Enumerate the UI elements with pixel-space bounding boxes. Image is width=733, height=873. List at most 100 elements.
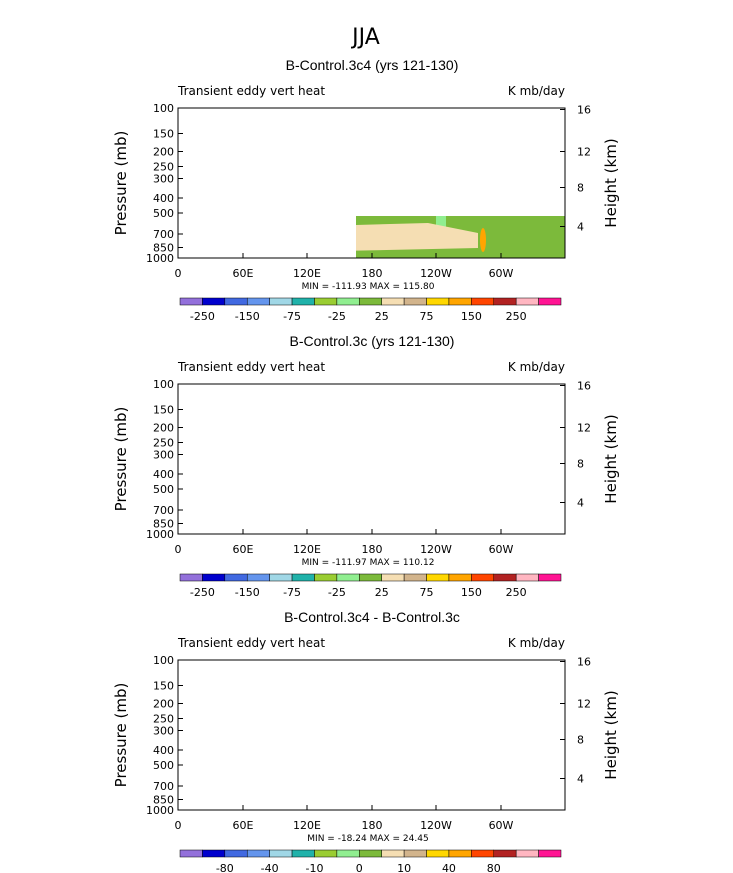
y2-axis-title: Height (km) <box>602 414 620 503</box>
contour-region <box>297 430 349 482</box>
chart-panel-1: B-Control.3c4 (yrs 121-130) Transient edd… <box>112 57 620 323</box>
colorbar-swatch <box>336 849 360 858</box>
contour-region <box>317 697 329 733</box>
colorbar-swatch <box>471 573 495 582</box>
colorbar-label: -150 <box>235 310 260 323</box>
chart-panel-3: B-Control.3c4 - B-Control.3c Transient ed… <box>112 609 620 873</box>
colorbar-label: 10 <box>397 862 411 873</box>
contour-region <box>480 509 486 529</box>
y-tick-label: 300 <box>153 725 174 738</box>
x-tick-label: 120W <box>420 819 452 832</box>
y-tick-label: 1000 <box>146 252 174 265</box>
colorbar-swatch <box>426 297 450 306</box>
field-label: Transient eddy vert heat <box>177 636 325 650</box>
y-axis-title: Pressure (mb) <box>112 407 130 512</box>
topography-mask <box>192 528 227 534</box>
plot-frame <box>177 383 566 535</box>
y2-tick-label: 4 <box>577 497 584 510</box>
colorbar-swatch <box>403 297 427 306</box>
topography-mask <box>192 804 227 810</box>
contour-region <box>272 729 284 761</box>
colorbar-label: 80 <box>487 862 501 873</box>
contour-region <box>356 223 478 251</box>
y-tick-label: 400 <box>153 468 174 481</box>
y-axis-title: Pressure (mb) <box>112 683 130 788</box>
colorbar-swatch <box>202 849 226 858</box>
contour-region <box>212 237 218 249</box>
contour-region <box>318 452 322 456</box>
contour-region <box>360 718 372 746</box>
contour-region <box>207 512 217 528</box>
colorbar-label: -75 <box>283 586 301 599</box>
chart-panel-2: B-Control.3c (yrs 121-130) Transient eddy… <box>112 333 620 599</box>
colorbar-swatch <box>179 573 203 582</box>
units-label: K mb/day <box>508 84 565 98</box>
contour-region <box>178 148 203 228</box>
colorbar-swatch <box>269 297 293 306</box>
y-tick-label: 850 <box>153 794 174 807</box>
y-tick-label: 200 <box>153 422 174 435</box>
topography-mask <box>192 252 227 258</box>
contour-region <box>498 660 565 810</box>
colorbar-swatch <box>224 849 248 858</box>
x-tick-label: 180 <box>362 267 383 280</box>
colorbar-swatch <box>538 573 562 582</box>
colorbar-swatch <box>359 297 382 306</box>
colorbar-swatch <box>493 573 517 582</box>
y-axis-title: Pressure (mb) <box>112 131 130 236</box>
contour-region <box>340 706 416 758</box>
colorbar: -250 -150 -75 -25 25 75 150 250 <box>179 573 562 599</box>
contour-region <box>473 680 493 780</box>
y-tick-label: 1000 <box>146 804 174 817</box>
x-tick-label: 120E <box>293 543 321 556</box>
main-title: JJA <box>350 25 380 50</box>
contour-region <box>238 724 242 740</box>
min-max-stats: MIN = -111.97 MAX = 110.12 <box>302 558 435 568</box>
y2-tick-label: 12 <box>577 146 591 159</box>
x-tick-label: 60W <box>489 543 514 556</box>
y2-tick-label: 16 <box>577 656 591 669</box>
contour-region <box>246 660 288 810</box>
colorbar-swatch <box>381 573 405 582</box>
colorbar-swatch <box>314 297 338 306</box>
y-tick-label: 200 <box>153 698 174 711</box>
x-tick-label: 60E <box>233 543 254 556</box>
colorbar-swatch <box>515 573 539 582</box>
colorbar-label: 40 <box>442 862 456 873</box>
x-tick-label: 60E <box>233 819 254 832</box>
y2-tick-label: 8 <box>577 734 584 747</box>
colorbar-swatch <box>246 573 270 582</box>
y-tick-label: 500 <box>153 759 174 772</box>
contour-region <box>178 384 565 534</box>
y-tick-label: 1000 <box>146 528 174 541</box>
x-tick-label: 60W <box>489 819 514 832</box>
colorbar-swatch <box>403 849 427 858</box>
y-tick-label: 500 <box>153 207 174 220</box>
field-label: Transient eddy vert heat <box>177 84 325 98</box>
x-tick-label: 180 <box>362 819 383 832</box>
contour-region <box>232 710 248 754</box>
x-tick-label: 0 <box>175 267 182 280</box>
min-max-stats: MIN = -18.24 MAX = 24.45 <box>307 834 428 844</box>
field-label: Transient eddy vert heat <box>177 360 325 374</box>
colorbar-swatch <box>314 849 338 858</box>
colorbar-swatch <box>246 297 270 306</box>
y-tick-label: 400 <box>153 744 174 757</box>
colorbar-swatch <box>359 573 382 582</box>
colorbar-label: 250 <box>506 310 527 323</box>
panel-title: B-Control.3c4 (yrs 121-130) <box>286 57 459 73</box>
contour-region <box>215 513 221 523</box>
y-tick-label: 700 <box>153 228 174 241</box>
contour-region <box>286 148 292 228</box>
contour-region <box>288 432 294 502</box>
min-max-stats: MIN = -111.93 MAX = 115.80 <box>302 282 435 292</box>
colorbar-label: -75 <box>283 310 301 323</box>
colorbar-label: 150 <box>461 586 482 599</box>
colorbar-label: 0 <box>356 862 363 873</box>
colorbar-swatch <box>202 297 226 306</box>
contour-region <box>178 660 565 810</box>
colorbar-swatch <box>448 849 472 858</box>
y2-tick-label: 8 <box>577 458 584 471</box>
colorbar-swatch <box>202 573 226 582</box>
